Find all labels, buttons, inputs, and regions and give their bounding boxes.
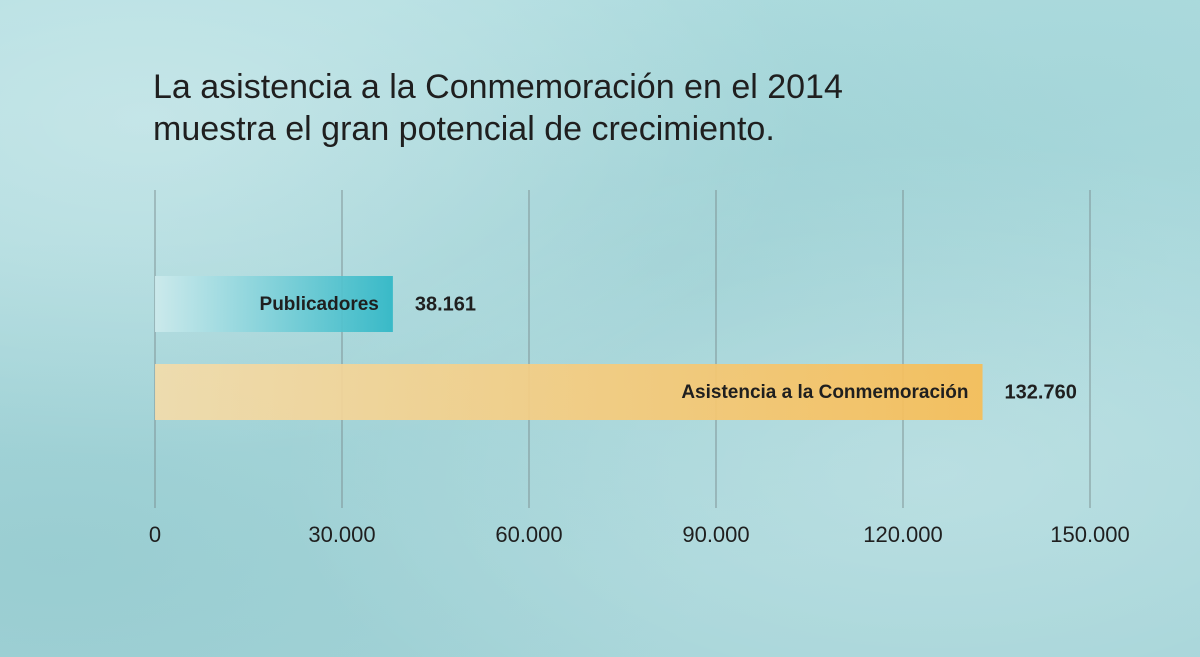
chart-title-line-2: muestra el gran potencial de crecimiento… [153,110,775,148]
chart-title: La asistencia a la Conmemoración en el 2… [153,66,1053,150]
x-tick-label-2: 60.000 [495,522,562,547]
x-tick-label-3: 90.000 [682,522,749,547]
x-tick-label-4: 120.000 [863,522,943,547]
bar-category-label-0: Publicadores [260,294,379,315]
chart-title-line-1: La asistencia a la Conmemoración en el 2… [153,68,843,106]
bar-category-label-1: Asistencia a la Conmemoración [681,382,968,403]
bar-1 [155,364,983,420]
bar-0 [155,276,393,332]
bar-value-label-1: 132.760 [1005,381,1077,403]
bars: Publicadores 38.161 Asistencia a la Conmem… [155,276,1077,420]
x-tick-label-5: 150.000 [1050,522,1130,547]
x-tick-label-1: 30.000 [308,522,375,547]
bar-value-label-0: 38.161 [415,293,476,315]
x-tick-label-0: 0 [149,522,161,547]
x-axis-tick-labels: 0 30.000 60.000 90.000 120.000 150.000 [149,522,1130,547]
grid-lines [154,190,1091,508]
